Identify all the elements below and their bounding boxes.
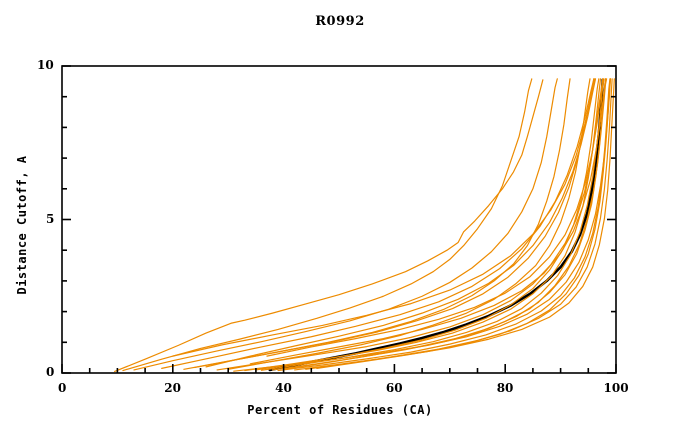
series-line-prediction-17 — [249, 78, 607, 365]
x-tick-label: 0 — [58, 381, 67, 395]
x-axis-label: Percent of Residues (CA) — [247, 403, 433, 417]
series-line-prediction-02 — [122, 78, 533, 372]
x-tick-label: 20 — [164, 381, 181, 395]
series-line-prediction-09 — [271, 78, 607, 371]
series-layer — [114, 78, 615, 373]
axis-layer — [61, 65, 617, 374]
series-line-prediction-21 — [266, 78, 604, 357]
chart-title: R0992 — [315, 14, 365, 29]
series-line-prediction-18 — [161, 78, 595, 369]
y-tick-label: 10 — [37, 58, 54, 72]
series-line-prediction-13 — [205, 78, 597, 368]
series-line-prediction-06 — [255, 78, 600, 371]
x-tick-label: 100 — [603, 381, 629, 395]
series-line-prediction-15 — [305, 78, 613, 370]
x-tick-label: 80 — [496, 381, 514, 395]
x-tick-label: 40 — [275, 381, 292, 395]
y-tick-label: 5 — [46, 211, 55, 226]
y-tick-label: 0 — [46, 365, 55, 379]
series-line-prediction-05 — [227, 78, 591, 370]
axis-frame — [61, 65, 617, 374]
series-line-prediction-03 — [133, 78, 558, 371]
series-line-prediction-01 — [114, 79, 544, 373]
y-axis-label: Distance Cutoff, A — [15, 155, 29, 295]
series-line-prediction-12 — [183, 78, 596, 370]
series-line-prediction-22 — [172, 78, 595, 357]
series-line-prediction-20 — [233, 78, 612, 372]
series-line-prediction-07 — [244, 78, 602, 372]
x-tick-label: 60 — [385, 381, 403, 395]
series-line-prediction-19 — [316, 78, 615, 369]
